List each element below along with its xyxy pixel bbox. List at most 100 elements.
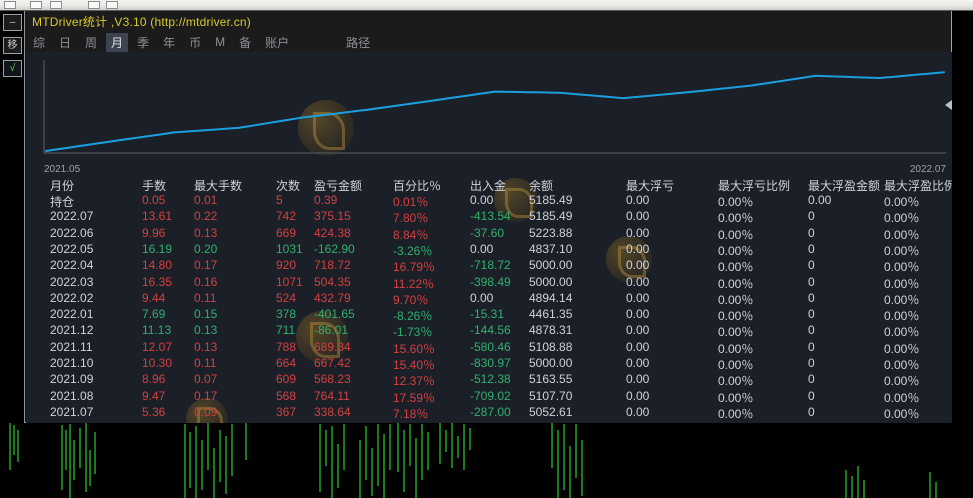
cell-trades: 5 <box>276 193 283 207</box>
cell-lots: 9.47 <box>142 388 166 403</box>
cell-max_fl_pct: 0.00％ <box>718 421 753 423</box>
menu-item-note[interactable]: 备 <box>239 35 252 50</box>
cell-net_deposit: -37.60 <box>470 225 505 240</box>
cell-max_fl_pct: 0.00％ <box>718 309 754 324</box>
move-window-icon[interactable]: 移 <box>3 37 22 54</box>
cell-balance: 5000.00 <box>529 258 573 273</box>
cell-max_lots: 0.17 <box>194 388 218 403</box>
cell-lots: 5.36 <box>142 404 166 419</box>
cell-balance: 5108.88 <box>529 339 573 354</box>
cell-lots: 9.96 <box>142 225 166 240</box>
cell-max_fl_pct: 0.00％ <box>718 358 754 372</box>
table-row[interactable]: 2022.02 9.44 0.11 524 432.79 9.70％ 0.00 4894.14… <box>26 291 952 307</box>
cell-max_lots: 0.15 <box>194 307 218 322</box>
cell-max_fl: 0.00 <box>626 193 650 207</box>
os-toolbar[interactable] <box>0 0 973 11</box>
table-row[interactable]: 2022.01 7.69 0.15 378 -401.65 -8.26％ -15.31 446… <box>26 307 952 323</box>
toolbar-button-5[interactable] <box>106 1 118 9</box>
cell-month: 2021.11 <box>50 339 93 354</box>
toolbar-button-3[interactable] <box>50 1 62 9</box>
titlebar[interactable]: MTDriver统计 ,V3.10 (http://mtdriver.cn) <box>26 11 951 32</box>
cell-max_fp: 0.00 <box>808 193 832 207</box>
cell-max_fp_pct: 最大浮盈比例 <box>884 179 952 193</box>
cell-trades: 568 <box>276 388 297 403</box>
cell-percent: 17.59％ <box>393 390 436 405</box>
cell-max_fl_pct: 0.00％ <box>718 276 754 291</box>
cell-balance: 5185.49 <box>529 193 573 207</box>
cell-max_fp_pct: 0.00％ <box>884 325 920 340</box>
cell-balance: 4837.10 <box>529 241 573 256</box>
menu-item-m[interactable]: M <box>215 35 226 49</box>
checkmark-icon[interactable]: √ <box>3 60 22 77</box>
cell-percent: 16.79％ <box>393 260 436 275</box>
table-row[interactable]: 2022.06 9.96 0.13 669 424.38 8.84％ -37.60 5223.… <box>26 226 952 242</box>
table-row[interactable]: 2021.12 11.13 0.13 711 -86.01 -1.73％ -144.56 48… <box>26 323 952 339</box>
cell-pnl: 424.38 <box>314 225 351 240</box>
cell-max_fl: 0.00 <box>626 356 650 370</box>
cell-net_deposit: -15.31 <box>470 307 505 322</box>
toolbar-button-1[interactable] <box>4 1 16 9</box>
table-row[interactable]: 2021.07 5.36 0.09 367 338.64 7.18％ -287.00 5052… <box>26 405 952 421</box>
cell-month: 2022.02 <box>50 290 94 305</box>
table-row[interactable]: 2021.11 12.07 0.13 788 689.34 15.60％ -580.46 51… <box>26 340 952 356</box>
cell-month: 2022.03 <box>50 274 94 289</box>
cell-pnl: 375.15 <box>314 209 351 224</box>
cell-max_lots: 0.20 <box>194 241 218 256</box>
cell-lots: 10.30 <box>142 356 173 370</box>
cell-lots: 8.96 <box>142 372 166 387</box>
equity-curve-chart[interactable]: 2021.05 2022.07 <box>26 52 952 176</box>
cell-max_lots: 0.01 <box>194 193 218 207</box>
toolbar-button-4[interactable] <box>88 1 100 9</box>
cell-max_fp: 0 <box>808 225 815 240</box>
cell-max_fp_pct: 0.00％ <box>884 243 920 258</box>
menu-item-day[interactable]: 日 <box>59 35 72 50</box>
table-row[interactable]: 2022.07 13.61 0.22 742 375.15 7.80％ -413.54 518… <box>26 209 952 225</box>
cell-lots: 9.44 <box>142 290 166 305</box>
cell-max_fp_pct: 0.00％ <box>884 195 920 209</box>
cell-pnl: 盈亏金额 <box>314 179 363 193</box>
toolbar-button-2[interactable] <box>30 1 42 9</box>
cell-max_fp_pct: 0.00％ <box>884 211 920 226</box>
cell-max_fl: 最大浮亏 <box>626 179 675 193</box>
menu-item-account[interactable]: 账户 <box>265 35 290 50</box>
menu-item-month[interactable]: 月 <box>106 32 129 52</box>
table-row[interactable]: 2022.05 16.19 0.20 1031 -162.90 -3.26％ 0.00 483… <box>26 242 952 258</box>
cell-max_fl: 0.00 <box>626 209 650 224</box>
cell-max_fp_pct: 0.00％ <box>884 390 920 405</box>
cell-lots: 13.61 <box>142 209 173 224</box>
chart-cursor-arrow-icon[interactable] <box>945 100 952 110</box>
menu-item-path[interactable]: 路径 <box>346 35 371 50</box>
cell-max_fp_pct: 0.00％ <box>884 309 920 324</box>
menu-item-currency[interactable]: 币 <box>189 35 202 50</box>
cell-max_fl_pct: 0.00％ <box>718 325 754 340</box>
cell-max_fp: 0 <box>808 372 815 387</box>
menubar[interactable]: 综 日 周 月 季 年 币 M 备 账户 路径 <box>26 32 951 52</box>
cell-pnl: 0.39 <box>314 193 338 207</box>
cell-lots: 手数 <box>142 179 167 193</box>
cell-max_fp: 0 <box>808 274 815 289</box>
cell-balance: 5000.00 <box>529 274 573 289</box>
menu-item-week[interactable]: 周 <box>85 35 98 50</box>
table-row[interactable]: 2021.09 8.96 0.07 609 568.23 12.37％ -512.38 516… <box>26 372 952 388</box>
table-header-row[interactable]: 月份 手数 最大手数 次数 盈亏金额 百分比％ 出入金 余额 最大浮亏 最大浮亏比例 最大浮盈金额最… <box>26 177 952 193</box>
table-row[interactable]: 2021.08 9.47 0.17 568 764.11 17.59％ -709.02 510… <box>26 389 952 405</box>
menu-item-zong[interactable]: 综 <box>33 35 46 50</box>
table-row[interactable]: 2021.10 10.30 0.11 664 667.42 15.40％ -830.97 50… <box>26 356 952 372</box>
cell-max_lots: 0.13 <box>194 225 218 240</box>
menu-item-year[interactable]: 年 <box>163 35 176 50</box>
cell-percent: -8.26％ <box>393 309 433 324</box>
cell-max_fp_pct: 0.00％ <box>884 260 920 275</box>
cell-percent: 9.70％ <box>393 292 429 307</box>
cell-pnl: 678.43 <box>314 421 351 423</box>
minimize-icon[interactable]: – <box>3 14 22 31</box>
statistics-table[interactable]: 月份 手数 最大手数 次数 盈亏金额 百分比％ 出入金 余额 最大浮亏 最大浮亏比例 最大浮盈金额最… <box>26 176 952 423</box>
table-row[interactable]: 2022.04 14.80 0.17 920 718.72 16.79％ -718.72 50… <box>26 258 952 274</box>
menu-item-quarter[interactable]: 季 <box>137 35 150 50</box>
cell-max_fp_pct: 0.00％ <box>884 276 920 291</box>
table-row[interactable]: 持仓 0.05 0.01 5 0.39 0.01％ 0.00 5185.49 0.00 0.00％… <box>26 193 952 209</box>
table-row[interactable]: 2022.03 16.35 0.16 1071 504.35 11.22％ -398.49 5… <box>26 275 952 291</box>
cell-pnl: 764.11 <box>314 388 350 403</box>
table-row[interactable]: 2021.06 11.44 0.27 626 678.43 15.70％ -678.00 50… <box>26 421 952 423</box>
cell-net_deposit: -512.38 <box>470 372 511 387</box>
